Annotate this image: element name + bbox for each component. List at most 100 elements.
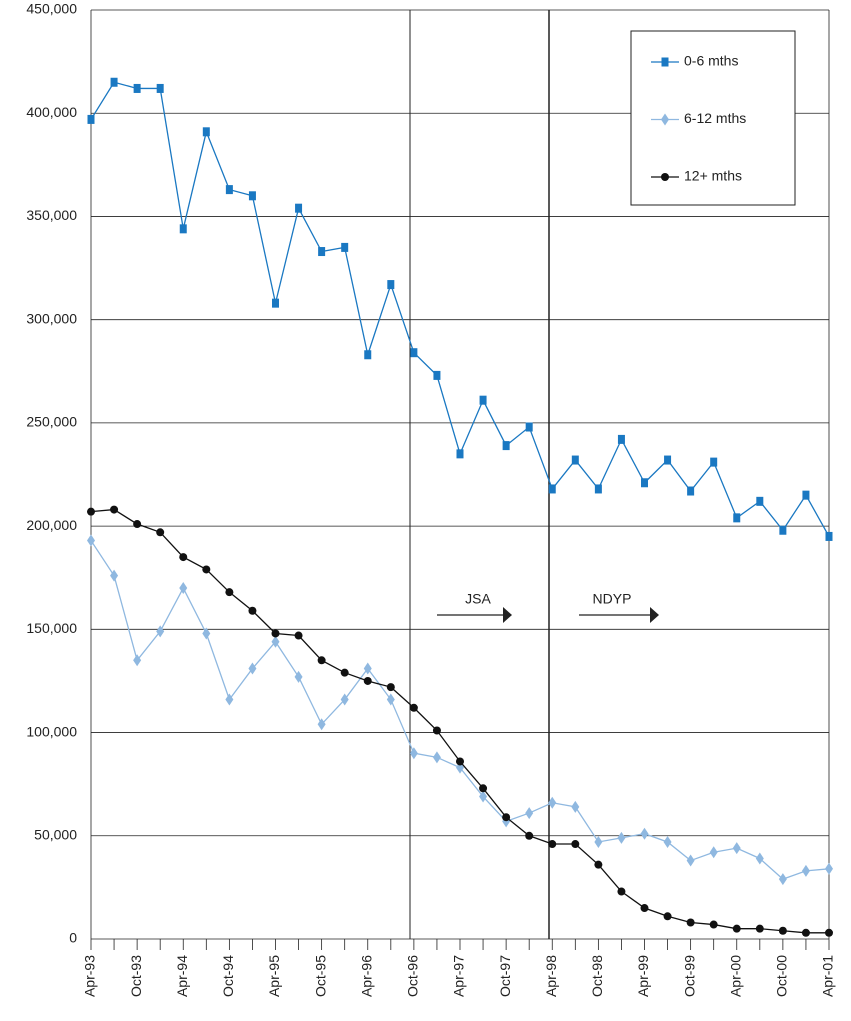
marker xyxy=(525,422,533,432)
marker xyxy=(87,114,95,124)
legend-label: 12+ mths xyxy=(684,168,742,184)
marker xyxy=(571,800,580,813)
marker xyxy=(179,224,187,234)
marker xyxy=(801,928,810,937)
marker xyxy=(225,693,234,706)
annotation-arrowhead xyxy=(503,607,512,623)
marker xyxy=(225,185,233,195)
marker xyxy=(755,852,764,865)
marker xyxy=(317,718,326,731)
marker xyxy=(756,496,764,506)
marker xyxy=(248,606,257,615)
marker xyxy=(663,912,672,921)
y-tick-label: 400,000 xyxy=(26,104,77,120)
marker xyxy=(272,298,279,308)
marker xyxy=(779,525,787,535)
marker xyxy=(363,662,372,675)
marker xyxy=(294,670,303,683)
marker xyxy=(664,455,672,465)
marker xyxy=(825,928,833,937)
marker xyxy=(87,534,95,547)
x-tick-label: Apr-00 xyxy=(727,955,743,997)
marker xyxy=(133,654,142,667)
x-tick-label: Apr-96 xyxy=(358,955,374,997)
marker xyxy=(687,486,695,496)
marker xyxy=(801,864,810,877)
marker xyxy=(778,926,787,935)
marker xyxy=(709,846,718,859)
marker xyxy=(202,627,211,640)
marker xyxy=(525,831,534,840)
marker xyxy=(409,747,418,760)
marker xyxy=(640,827,649,840)
marker xyxy=(825,531,833,541)
marker xyxy=(594,835,603,848)
y-tick-label: 100,000 xyxy=(26,723,77,739)
marker xyxy=(341,242,349,252)
series-line xyxy=(90,508,829,934)
marker xyxy=(271,629,280,638)
marker xyxy=(156,528,165,537)
x-tick-label: Oct-95 xyxy=(312,955,328,997)
marker xyxy=(617,887,626,896)
marker xyxy=(710,457,718,467)
marker xyxy=(732,842,741,855)
marker xyxy=(663,835,672,848)
marker xyxy=(295,203,303,213)
marker xyxy=(641,478,648,488)
marker xyxy=(479,790,488,803)
y-tick-label: 200,000 xyxy=(26,517,77,533)
x-tick-label: Apr-93 xyxy=(82,955,98,997)
x-tick-label: Apr-94 xyxy=(174,955,190,997)
marker xyxy=(733,513,741,523)
marker xyxy=(548,840,557,849)
x-tick-label: Oct-99 xyxy=(681,955,697,997)
marker xyxy=(456,757,464,766)
marker xyxy=(202,127,210,137)
marker xyxy=(387,280,395,290)
marker xyxy=(156,83,164,93)
y-tick-label: 0 xyxy=(69,930,77,946)
marker xyxy=(661,113,669,126)
marker xyxy=(110,505,119,514)
marker xyxy=(640,904,649,913)
marker xyxy=(755,924,764,933)
marker xyxy=(340,693,349,706)
marker xyxy=(594,484,602,494)
annotation: JSA xyxy=(465,591,491,607)
x-tick-label: Apr-99 xyxy=(635,955,651,997)
marker xyxy=(179,582,188,595)
marker xyxy=(87,507,95,516)
marker xyxy=(571,455,579,465)
marker xyxy=(571,840,580,849)
marker xyxy=(617,434,625,444)
marker xyxy=(156,625,165,638)
marker xyxy=(386,693,395,706)
y-tick-label: 50,000 xyxy=(34,826,77,842)
x-tick-label: Apr-98 xyxy=(543,955,559,997)
marker xyxy=(409,703,418,712)
marker xyxy=(594,860,603,869)
marker xyxy=(432,751,441,764)
marker xyxy=(433,370,441,380)
marker xyxy=(661,173,669,181)
marker xyxy=(456,449,464,459)
marker xyxy=(386,683,395,692)
y-tick-label: 450,000 xyxy=(26,1,77,17)
x-tick-label: Oct-94 xyxy=(220,955,236,997)
x-tick-label: Apr-97 xyxy=(451,955,467,997)
marker xyxy=(548,484,556,494)
y-tick-label: 250,000 xyxy=(26,414,77,430)
marker xyxy=(661,57,669,67)
legend-label: 6-12 mths xyxy=(684,110,746,126)
marker xyxy=(133,520,142,529)
marker xyxy=(686,918,695,927)
marker xyxy=(709,920,718,929)
x-tick-label: Oct-00 xyxy=(774,955,790,997)
y-tick-label: 350,000 xyxy=(26,207,77,223)
x-tick-label: Apr-95 xyxy=(266,955,282,997)
marker xyxy=(548,796,557,809)
legend-box xyxy=(630,30,796,206)
marker xyxy=(294,631,303,640)
marker xyxy=(179,553,188,562)
